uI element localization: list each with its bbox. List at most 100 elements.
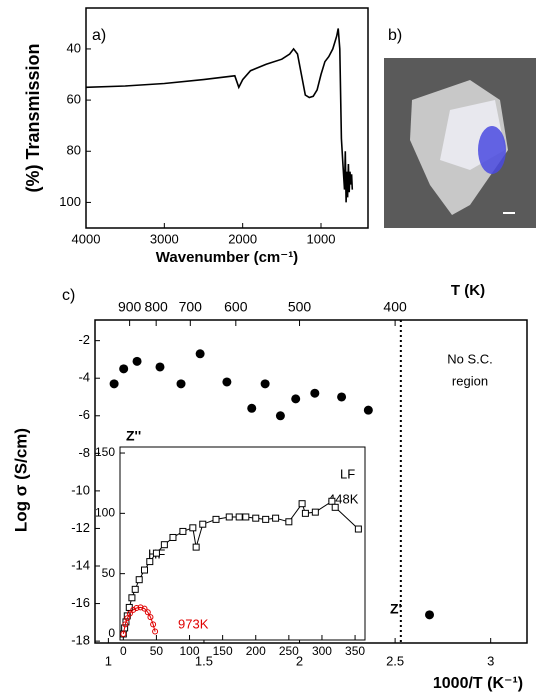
point: [144, 609, 151, 616]
chart: 1 1.5 2 2.5 3 -2 -4 -6 -8 -10 -12 -14 -16 -18 c) 1000/T…: [11, 282, 528, 692]
point: [311, 508, 319, 516]
spectrum-line: [85, 28, 354, 203]
point: [109, 379, 119, 389]
y-axis-label: Log σ (S/cm): [11, 428, 30, 532]
point: [285, 518, 293, 526]
point: [176, 379, 186, 389]
point: [130, 606, 137, 613]
x-tick-label: 150: [213, 644, 233, 658]
point: [363, 405, 373, 415]
point: [179, 527, 187, 535]
point: [272, 514, 280, 522]
y-tick-label: -16: [71, 595, 90, 610]
y-tick-label: 0: [108, 626, 115, 640]
point: [125, 603, 133, 611]
x-axis-label: 1000/T (K⁻¹): [433, 675, 523, 692]
point: [189, 524, 197, 532]
x-axis-label: Z': [390, 601, 402, 617]
point: [120, 630, 127, 637]
point: [141, 566, 148, 574]
point: [262, 515, 270, 523]
y-tick-label: 50: [102, 566, 116, 580]
point: [137, 604, 144, 611]
point: [155, 362, 165, 372]
y-tick-label: -18: [71, 633, 90, 648]
panel-label: b): [388, 27, 402, 44]
point: [169, 533, 177, 541]
x-tick-label: 50: [150, 644, 164, 658]
y-tick-label: -10: [71, 482, 90, 497]
x-tick-label: 2.5: [386, 653, 404, 668]
plot-frame: [94, 319, 528, 644]
x2-tick-label: 700: [179, 299, 203, 315]
point: [126, 610, 133, 617]
x2-tick-label: 600: [224, 299, 248, 315]
point: [275, 411, 285, 421]
x-tick-label: 2: [296, 653, 303, 668]
series-label: 448K: [328, 491, 359, 506]
point: [247, 403, 257, 413]
y-tick-label: 100: [95, 506, 115, 520]
x2-tick-label: 800: [144, 299, 168, 315]
x-tick-label: 0: [120, 644, 127, 658]
point: [301, 509, 309, 517]
point: [147, 614, 154, 621]
annotation: LF: [340, 466, 355, 481]
point: [425, 610, 435, 620]
point: [150, 621, 157, 628]
point: [141, 605, 148, 612]
panel-label: a): [92, 27, 106, 44]
x2-tick-label: 400: [383, 299, 407, 315]
point: [222, 377, 232, 387]
y-tick-label: 40: [67, 40, 81, 55]
point: [328, 497, 336, 505]
x-tick-label: 1: [105, 653, 112, 668]
point: [133, 605, 140, 612]
x-tick-label: 4000: [72, 231, 101, 246]
x-axis-label: Wavenumber (cm⁻¹): [156, 249, 298, 266]
x2-tick-label: 500: [288, 299, 312, 315]
y-tick-label: 80: [67, 143, 81, 158]
x2-axis-label: T (K): [451, 282, 485, 299]
y-tick-label: -14: [71, 557, 90, 572]
y-tick-label: 100: [59, 194, 81, 209]
x2-tick-label: 900: [118, 299, 142, 315]
point: [337, 392, 347, 402]
chart: 050100150200250300350050100150Z'Z''HFLF4…: [95, 428, 402, 658]
y-tick-label: -4: [78, 370, 90, 385]
point: [212, 515, 220, 523]
y-tick-label: -12: [71, 520, 90, 535]
plot-frame: [85, 7, 369, 229]
point: [146, 558, 154, 566]
point: [131, 585, 139, 593]
point: [195, 349, 205, 359]
x-tick-label: 250: [279, 644, 299, 658]
y-tick-label: -2: [78, 332, 90, 347]
point: [152, 549, 160, 557]
y-tick-label: -6: [78, 407, 90, 422]
chart: 4000 3000 2000 1000 40 60 80 100 a) Wavenumber (c…: [23, 7, 369, 266]
x-tick-label: 3000: [150, 231, 179, 246]
blue-region: [478, 126, 506, 174]
x-tick-label: 350: [345, 644, 365, 658]
x-tick-label: 1000: [307, 231, 336, 246]
point: [260, 379, 270, 389]
point: [298, 500, 306, 508]
point: [192, 543, 200, 551]
x-tick-label: 300: [312, 644, 332, 658]
y-axis-label: (%) Transmission: [23, 43, 43, 192]
y-axis-label: Z'': [126, 428, 141, 444]
region-label: region: [452, 373, 488, 388]
y-tick-label: 150: [95, 445, 115, 459]
point: [119, 364, 129, 374]
point: [199, 520, 207, 528]
plot-frame: [119, 446, 366, 641]
point: [128, 594, 136, 602]
point: [331, 503, 339, 511]
x-tick-label: 1.5: [195, 653, 213, 668]
series-label: 973K: [178, 616, 209, 631]
panel-label: c): [62, 287, 75, 304]
x-tick-label: 200: [246, 644, 266, 658]
point: [160, 541, 168, 549]
point: [242, 513, 250, 521]
